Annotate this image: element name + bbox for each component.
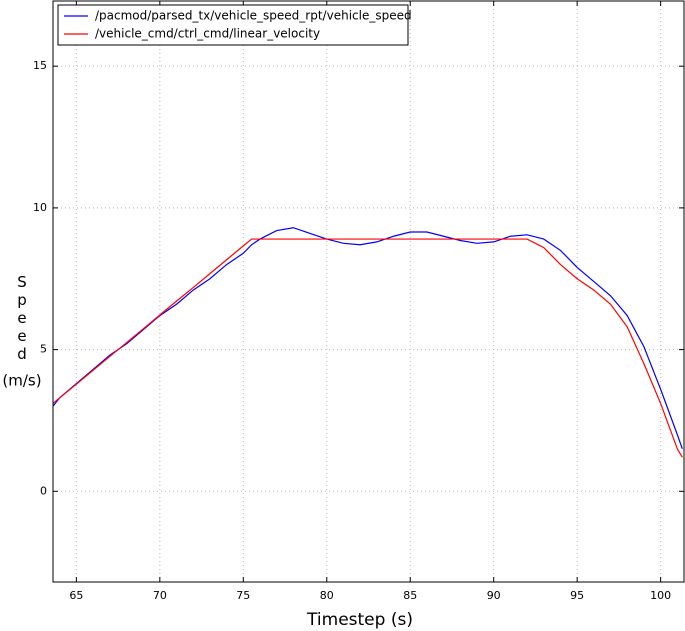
x-tick-label: 75 — [236, 589, 250, 602]
y-tick-label: 15 — [33, 59, 47, 72]
y-axis-unit: (m/s) — [2, 372, 41, 390]
x-tick-label: 70 — [153, 589, 167, 602]
plot-frame — [52, 0, 685, 583]
plot-area — [53, 1, 684, 582]
y-tick-label: 0 — [40, 484, 47, 497]
legend-label: /vehicle_cmd/ctrl_cmd/linear_velocity — [95, 27, 320, 41]
legend-label: /pacmod/parsed_tx/vehicle_speed_rpt/vehi… — [95, 9, 412, 23]
x-axis-label: Timestep (s) — [306, 610, 413, 630]
legend-box — [57, 4, 409, 46]
y-tick-label: 5 — [40, 343, 47, 356]
series-line — [52, 238, 683, 458]
y-tick-label: 10 — [33, 201, 47, 214]
x-tick-label: 100 — [650, 589, 671, 602]
x-tick-label: 95 — [570, 589, 584, 602]
x-tick-label: 65 — [69, 589, 83, 602]
x-tick-label: 85 — [403, 589, 417, 602]
x-tick-label: 90 — [487, 589, 501, 602]
x-tick-label: 80 — [320, 589, 334, 602]
